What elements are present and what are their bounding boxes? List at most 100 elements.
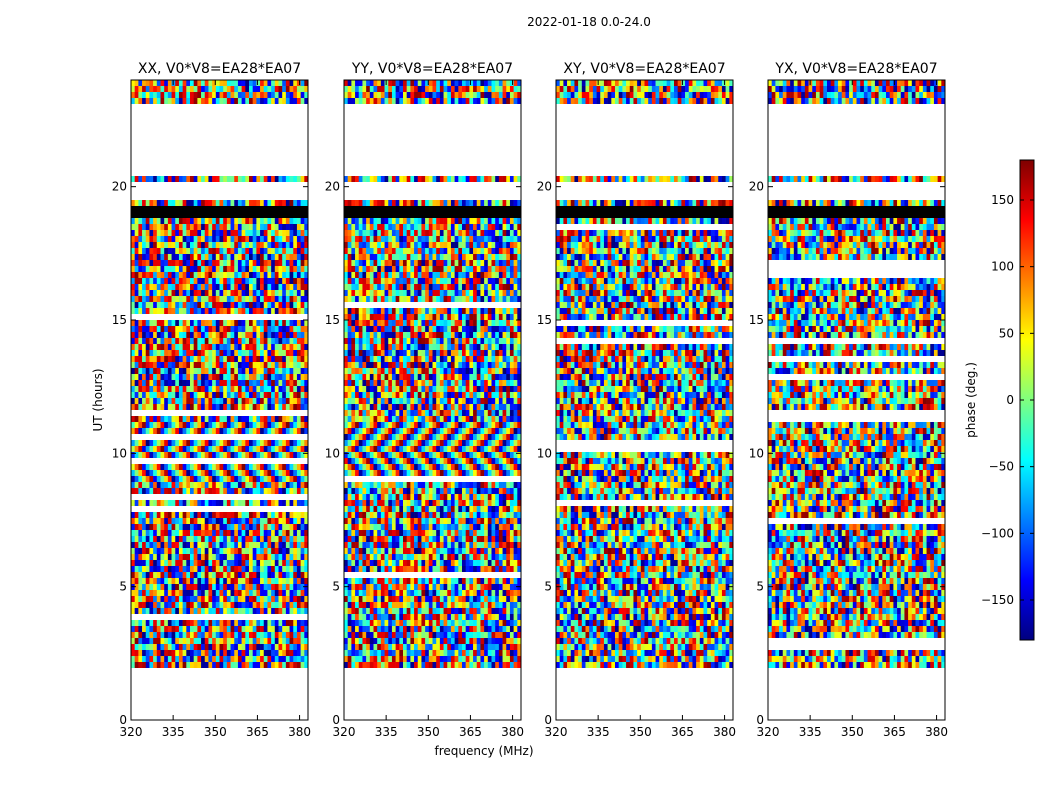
phase-cell (285, 86, 290, 92)
phase-cell (138, 662, 143, 668)
phase-cell (131, 86, 135, 92)
phase-cell (293, 260, 298, 266)
phase-cell (399, 320, 404, 326)
phase-cell (208, 536, 213, 542)
phase-cell (454, 260, 459, 266)
x-tick-label: 380 (288, 725, 311, 739)
phase-cell (447, 314, 452, 320)
phase-cell (145, 626, 150, 632)
phase-cell (208, 86, 213, 92)
phase-cell (160, 512, 165, 518)
phase-cell (293, 518, 298, 524)
phase-cell (249, 380, 253, 386)
phase-cell (149, 620, 154, 626)
phase-cell (506, 176, 511, 182)
phase-cell (391, 266, 396, 272)
phase-cell (153, 230, 158, 236)
phase-cell (439, 176, 444, 182)
phase-cell (484, 254, 489, 260)
phase-cell (513, 86, 518, 92)
phase-cell (388, 296, 393, 302)
phase-cell (289, 476, 294, 482)
phase-cell (410, 308, 415, 314)
phase-cell (153, 602, 158, 608)
phase-cell (186, 536, 191, 542)
phase-cell (149, 302, 154, 308)
phase-cell (450, 308, 455, 314)
phase-cell (263, 80, 268, 86)
phase-cell (432, 230, 437, 236)
phase-cell (462, 350, 466, 356)
phase-cell (465, 242, 470, 248)
phase-cell (212, 86, 217, 92)
phase-cell (237, 578, 242, 584)
phase-cell (347, 338, 352, 344)
phase-cell (502, 332, 507, 338)
phase-cell (134, 248, 139, 254)
phase-cell (167, 200, 172, 206)
phase-cell (215, 218, 220, 224)
phase-cell (267, 602, 272, 608)
phase-cell (171, 404, 176, 410)
phase-cell (293, 236, 298, 242)
phase-cell (380, 314, 385, 320)
phase-cell (241, 470, 246, 476)
phase-cell (267, 584, 272, 590)
phase-cell (414, 254, 419, 260)
phase-cell (304, 230, 309, 236)
phase-cell (208, 602, 213, 608)
y-tick-label: 0 (119, 713, 127, 727)
phase-cell (134, 350, 139, 356)
phase-cell (237, 548, 242, 554)
phase-cell (495, 284, 500, 290)
phase-cell (502, 218, 507, 224)
phase-cell (138, 302, 143, 308)
phase-cell (223, 626, 228, 632)
phase-cell (395, 284, 400, 290)
phase-cell (391, 296, 396, 302)
phase-cell (454, 254, 459, 260)
phase-cell (204, 344, 209, 350)
phase-cell (134, 620, 139, 626)
phase-cell (278, 428, 283, 434)
phase-cell (230, 350, 235, 356)
phase-cell (300, 278, 305, 284)
phase-cell (439, 230, 444, 236)
phase-cell (245, 176, 250, 182)
phase-cell (178, 620, 183, 626)
phase-cell (167, 326, 172, 332)
phase-cell (175, 518, 180, 524)
phase-cell (226, 638, 231, 644)
phase-cell (138, 482, 143, 488)
phase-cell (432, 272, 437, 278)
phase-cell (160, 584, 165, 590)
phase-cell (138, 344, 143, 350)
phase-cell (208, 254, 213, 260)
phase-cell (480, 290, 485, 296)
phase-cell (160, 644, 165, 650)
phase-cell (190, 278, 194, 284)
phase-cell (212, 626, 217, 632)
phase-cell (282, 500, 287, 506)
phase-cell (271, 398, 276, 404)
phase-cell (282, 662, 287, 668)
phase-cell (175, 284, 180, 290)
phase-cell (145, 638, 150, 644)
phase-cell (201, 584, 206, 590)
phase-cell (362, 344, 367, 350)
phase-cell (149, 584, 154, 590)
phase-cell (145, 476, 150, 482)
phase-cell (502, 92, 507, 98)
phase-cell (223, 326, 228, 332)
phase-cell (476, 242, 481, 248)
phase-cell (178, 416, 183, 422)
phase-cell (465, 344, 470, 350)
phase-cell (289, 638, 294, 644)
phase-cell (495, 332, 500, 338)
phase-cell (263, 602, 268, 608)
phase-cell (282, 200, 287, 206)
phase-cell (138, 596, 143, 602)
phase-cell (175, 338, 180, 344)
phase-cell (469, 92, 474, 98)
phase-cell (304, 548, 309, 554)
